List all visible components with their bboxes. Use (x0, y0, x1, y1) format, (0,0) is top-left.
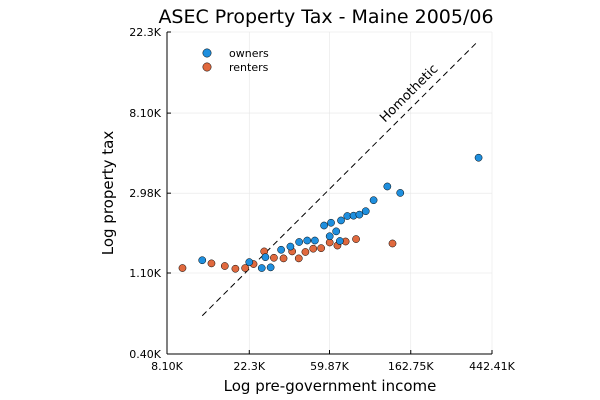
owners-point-2 (261, 253, 270, 262)
legend-marker-renters (202, 62, 212, 72)
y-tick-label-4: 22.3K (129, 26, 161, 39)
y-tick-label-3: 8.10K (129, 107, 161, 120)
owners-point-9 (327, 218, 335, 227)
owners-point-17 (396, 189, 405, 197)
owners-point-16 (383, 182, 392, 191)
x-tick-label-4: 442.41K (469, 360, 515, 373)
legend-label-owners: owners (229, 47, 269, 60)
owners-point-19 (266, 263, 275, 272)
legend-label-renters: renters (229, 61, 269, 74)
owners-point-3 (277, 245, 285, 254)
chart-title: ASEC Property Tax - Maine 2005/06 (158, 6, 493, 28)
x-tick-label-1: 22.3K (233, 360, 265, 373)
owners-point-10 (337, 216, 345, 225)
renters-point-12 (309, 244, 318, 253)
y-axis-label: Log property tax (99, 131, 117, 256)
x-tick-label-2: 59.87K (310, 360, 349, 373)
owners-point-0 (198, 256, 207, 265)
owners-point-6 (303, 236, 312, 245)
renters-point-8 (279, 254, 288, 263)
renters-point-18 (388, 239, 397, 248)
renters-point-0 (178, 264, 187, 272)
y-tick-label-0: 0.40K (129, 348, 161, 361)
owners-point-5 (295, 238, 303, 246)
x-axis-label: Log pre-government income (224, 377, 437, 395)
renters-point-1 (207, 259, 216, 268)
x-tick-label-3: 162.75K (388, 360, 434, 373)
renters-point-13 (317, 244, 325, 253)
owners-point-18 (474, 153, 483, 162)
owners-point-13 (355, 210, 364, 219)
owners-point-14 (361, 207, 370, 216)
renters-point-17 (352, 235, 360, 243)
owners-point-23 (336, 237, 344, 245)
owners-point-20 (257, 264, 266, 272)
owners-point-15 (369, 196, 378, 205)
owners-point-4 (286, 242, 295, 251)
x-tick-label-0: 8.10K (151, 360, 183, 373)
owners-point-1 (245, 258, 254, 266)
renters-point-7 (270, 253, 278, 262)
owners-point-22 (332, 227, 341, 236)
y-tick-label-1: 1.10K (129, 267, 161, 280)
renters-point-3 (231, 264, 240, 273)
renters-point-4 (241, 264, 250, 272)
owners-point-7 (311, 236, 319, 245)
owners-point-21 (325, 232, 334, 241)
y-tick-label-2: 2.98K (129, 187, 161, 200)
renters-point-2 (220, 262, 229, 270)
points-layer (178, 153, 483, 273)
renters-point-10 (294, 254, 303, 263)
renters-point-11 (301, 248, 310, 256)
owners-point-8 (320, 221, 328, 230)
axes-layer: 8.10K 22.3K 59.87K 162.75K 442.41K 0.40K 1.10K… (129, 26, 515, 373)
legend-marker-owners (202, 48, 212, 58)
